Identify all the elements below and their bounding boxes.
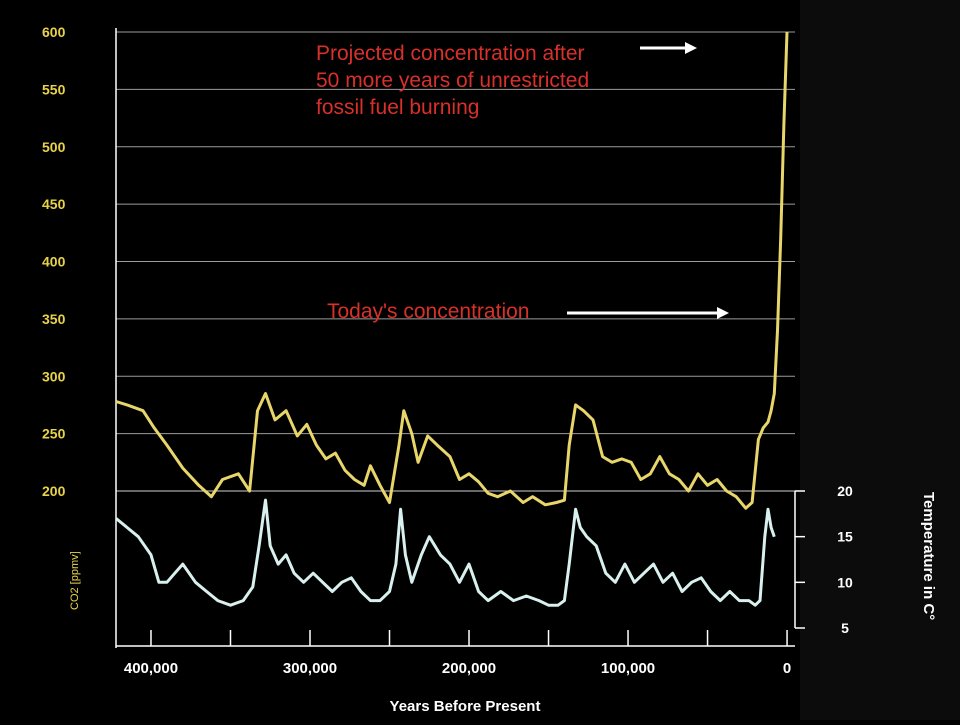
temperature-tick-label: 20 [837,483,853,499]
co2-tick-label: 300 [42,368,66,384]
todays-concentration-annotation: Today's concentration [327,298,529,325]
tick-labels: 200 250 300 350 400 450 500 550 600 5 10 15 20 400,00… [42,24,853,677]
temperature-tick-label: 5 [841,620,849,636]
right-axis-title: Temperature in C° [920,492,937,620]
x-tick-label: 300,000 [283,660,337,677]
gridlines [116,31,795,492]
temperature-tick-label: 15 [837,529,853,545]
x-tick-label: 100,000 [601,660,655,677]
temperature-series-line [115,498,776,607]
today-arrow-icon [567,307,729,319]
projected-arrow-icon [640,42,697,54]
right-panel-shade [800,0,960,720]
co2-tick-label: 250 [42,426,66,442]
annotation-line: fossil fuel burning [316,96,480,119]
co2-tick-label: 500 [42,139,66,155]
annotation-line: Today's concentration [327,300,530,323]
co2-series-line [115,31,789,510]
co2-tick-label: 450 [42,196,66,212]
series-lines [115,31,789,607]
co2-tick-label: 550 [42,81,66,97]
projected-concentration-annotation: Projected concentration after 50 more ye… [316,40,589,121]
annotation-arrows [567,42,729,319]
temperature-tick-label: 10 [837,574,853,590]
x-tick-label: 0 [783,660,791,677]
co2-tick-label: 200 [42,483,66,499]
co2-tick-label: 400 [42,254,66,270]
axes [115,28,796,648]
annotation-line: 50 more years of unrestricted [316,69,590,92]
x-tick-label: 200,000 [442,660,496,677]
x-tick-label: 400,000 [124,660,178,677]
left-axis-title: CO2 [ppmv] [69,551,81,610]
co2-tick-label: 600 [42,24,66,40]
annotation-line: Projected concentration after [316,42,585,65]
co2-tick-label: 350 [42,311,66,327]
x-axis-title: Years Before Present [390,698,541,715]
